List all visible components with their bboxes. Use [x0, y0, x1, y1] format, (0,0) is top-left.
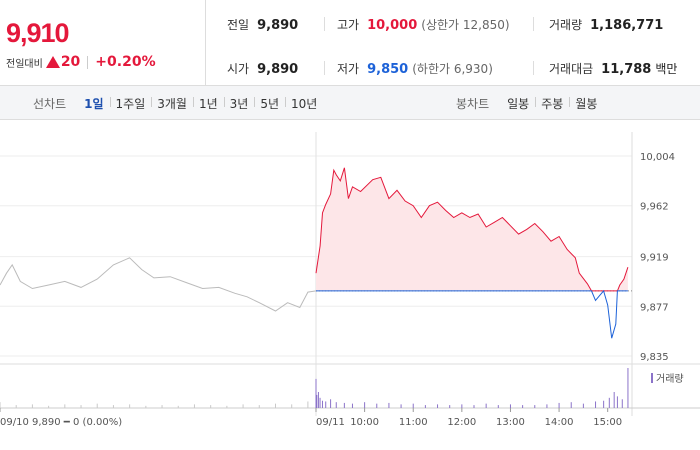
- open-stat: 시가 9,890: [227, 60, 298, 77]
- tab-monthly[interactable]: 월봉: [569, 95, 603, 112]
- current-price: 9,910: [6, 18, 70, 48]
- tab-1day[interactable]: 1일: [84, 96, 104, 111]
- change-label: 전일대비: [6, 58, 43, 70]
- intraday-chart[interactable]: 10,004 9,962 9,919 9,877 9,835 09/11 10:00 11:…: [0, 120, 700, 450]
- x-tick-label: 09/11: [316, 417, 345, 428]
- y-tick-label: 9,962: [640, 202, 669, 213]
- divider: [87, 55, 89, 69]
- divider: [533, 17, 534, 31]
- high-stat: 고가 10,000 (상한가 12,850): [337, 16, 510, 33]
- open-value: 9,890: [257, 62, 299, 77]
- prev-close-stat: 전일 9,890: [227, 16, 298, 33]
- turnover-stat: 거래대금 11,788 백만: [549, 60, 677, 77]
- x-tick-label: 14:00: [545, 417, 574, 428]
- prev-day-line: [0, 257, 317, 312]
- prev-close-label: 전일: [227, 18, 250, 32]
- prev-day-label: 09/10 9,890 ━ 0 (0.00%): [0, 417, 122, 428]
- open-label: 시가: [227, 62, 250, 76]
- change-row: 전일대비 20 +0.20%: [6, 54, 156, 70]
- volume-value: 1,186,771: [590, 18, 664, 33]
- upper-limit: (상한가 12,850): [421, 18, 510, 32]
- today-volume-bars: [315, 368, 629, 408]
- divider: [324, 61, 325, 75]
- volume-label: 거래량: [549, 18, 583, 32]
- low-value: 9,850: [367, 62, 409, 77]
- turnover-label: 거래대금: [549, 62, 594, 76]
- tab-3years[interactable]: 3년: [223, 95, 255, 112]
- divider: [324, 17, 325, 31]
- y-tick-label: 10,004: [640, 152, 675, 163]
- candle-chart-title: 봉차트: [456, 96, 490, 111]
- up-area-fill: [316, 167, 628, 291]
- lower-limit: (하한가 6,930): [412, 62, 493, 76]
- y-tick-label: 9,835: [640, 352, 669, 363]
- volume-legend-swatch: [651, 373, 653, 383]
- volume-stat: 거래량 1,186,771: [549, 16, 663, 33]
- x-tick-label: 10:00: [350, 417, 379, 428]
- tab-daily[interactable]: 일봉: [507, 96, 530, 111]
- change-amount: 20: [60, 54, 81, 70]
- low-label: 저가: [337, 62, 360, 76]
- low-stat: 저가 9,850 (하한가 6,930): [337, 60, 493, 77]
- tab-weekly[interactable]: 주봉: [535, 95, 569, 112]
- x-tick-label: 15:00: [593, 417, 622, 428]
- y-tick-label: 9,877: [640, 302, 669, 313]
- turnover-unit: 백만: [655, 62, 678, 76]
- x-tick-label: 13:00: [496, 417, 525, 428]
- tab-1year[interactable]: 1년: [192, 95, 224, 112]
- y-axis-ticks: 10,004 9,962 9,919 9,877 9,835: [640, 152, 675, 363]
- tab-5years[interactable]: 5년: [254, 95, 285, 112]
- change-rate: +0.20%: [95, 54, 156, 70]
- y-tick-label: 9,919: [640, 253, 669, 264]
- quote-panel: 9,910 전일대비 20 +0.20% 전일 9,890 시가 9,890 고…: [0, 0, 700, 86]
- x-tick-label: 12:00: [447, 417, 476, 428]
- today-line-up: [315, 167, 629, 292]
- x-axis-ticks: 09/11 10:00 11:00 12:00 13:00 14:00 15:00: [0, 408, 622, 428]
- candle-chart-tabs: 봉차트 일봉 주봉 월봉: [456, 86, 603, 120]
- price-box: 9,910 전일대비 20 +0.20%: [0, 0, 206, 86]
- prev-close-value: 9,890: [257, 18, 299, 33]
- line-chart-title: 선차트: [33, 96, 67, 111]
- tab-1week[interactable]: 1주일: [109, 95, 152, 112]
- volume-legend-label: 거래량: [656, 373, 684, 385]
- up-triangle-icon: [45, 56, 60, 68]
- high-value: 10,000: [367, 18, 418, 33]
- prev-day-volume-bars: [0, 401, 309, 408]
- tab-10years[interactable]: 10년: [285, 95, 323, 112]
- x-tick-label: 11:00: [399, 417, 428, 428]
- turnover-value: 11,788: [601, 62, 652, 77]
- divider: [533, 61, 534, 75]
- volume-legend: 거래량: [651, 373, 684, 385]
- line-chart-tabs: 선차트 1일 1주일 3개월 1년 3년 5년 10년: [33, 86, 323, 120]
- period-bar: 선차트 1일 1주일 3개월 1년 3년 5년 10년 봉차트 일봉 주봉 월봉: [0, 86, 700, 120]
- high-label: 고가: [337, 18, 360, 32]
- today-line-down: [316, 289, 628, 339]
- tab-3months[interactable]: 3개월: [151, 95, 193, 112]
